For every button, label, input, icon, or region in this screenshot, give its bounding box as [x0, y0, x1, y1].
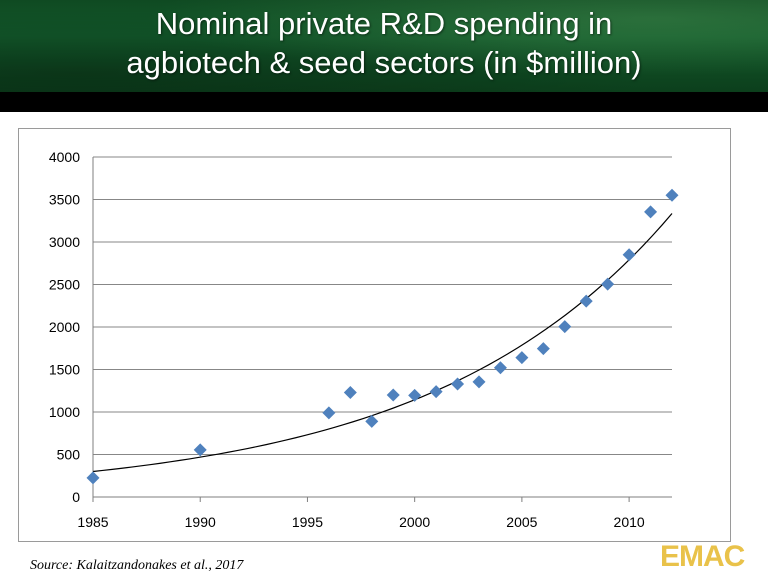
- data-point: [193, 443, 207, 457]
- data-point: [601, 277, 615, 291]
- title-line-2: agbiotech & seed sectors (in $million): [126, 45, 642, 80]
- data-point: [451, 377, 465, 391]
- data-point: [86, 471, 100, 485]
- emac-logo: EMAC: [660, 540, 745, 573]
- y-tick-label: 1500: [49, 362, 80, 378]
- y-tick-label: 4000: [49, 149, 80, 165]
- data-point: [343, 385, 357, 399]
- x-tick-label: 1990: [185, 514, 216, 530]
- data-point: [322, 406, 336, 420]
- data-point: [536, 342, 550, 356]
- data-point: [472, 375, 486, 389]
- chart-area: [18, 128, 731, 542]
- data-point: [644, 205, 658, 219]
- data-point: [408, 388, 422, 402]
- data-point: [365, 414, 379, 428]
- x-tick-label: 2010: [614, 514, 645, 530]
- data-point: [665, 188, 679, 202]
- y-tick-label: 2000: [49, 319, 80, 335]
- exponential-trendline: [92, 213, 673, 473]
- y-tick-label: 2500: [49, 277, 80, 293]
- x-tick-label: 2005: [506, 514, 537, 530]
- y-tick-label: 500: [57, 447, 81, 463]
- data-point: [515, 351, 529, 365]
- data-point: [386, 388, 400, 402]
- data-point: [558, 320, 572, 334]
- x-tick-label: 2000: [399, 514, 430, 530]
- y-tick-label: 0: [72, 489, 80, 505]
- data-point: [579, 294, 593, 308]
- y-tick-label: 1000: [49, 404, 80, 420]
- slide-title: Nominal private R&D spending in agbiotec…: [0, 4, 768, 82]
- source-citation: Source: Kalaitzandonakes et al., 2017: [30, 558, 244, 573]
- data-point: [429, 385, 443, 399]
- data-point: [622, 248, 636, 262]
- title-line-1: Nominal private R&D spending in: [155, 6, 613, 41]
- x-tick-label: 1995: [292, 514, 323, 530]
- x-tick-label: 1985: [77, 514, 108, 530]
- y-tick-label: 3500: [49, 192, 80, 208]
- data-point: [493, 361, 507, 375]
- header-divider-bar: [0, 92, 768, 112]
- y-tick-label: 3000: [49, 234, 80, 250]
- title-banner: Nominal private R&D spending in agbiotec…: [0, 0, 768, 92]
